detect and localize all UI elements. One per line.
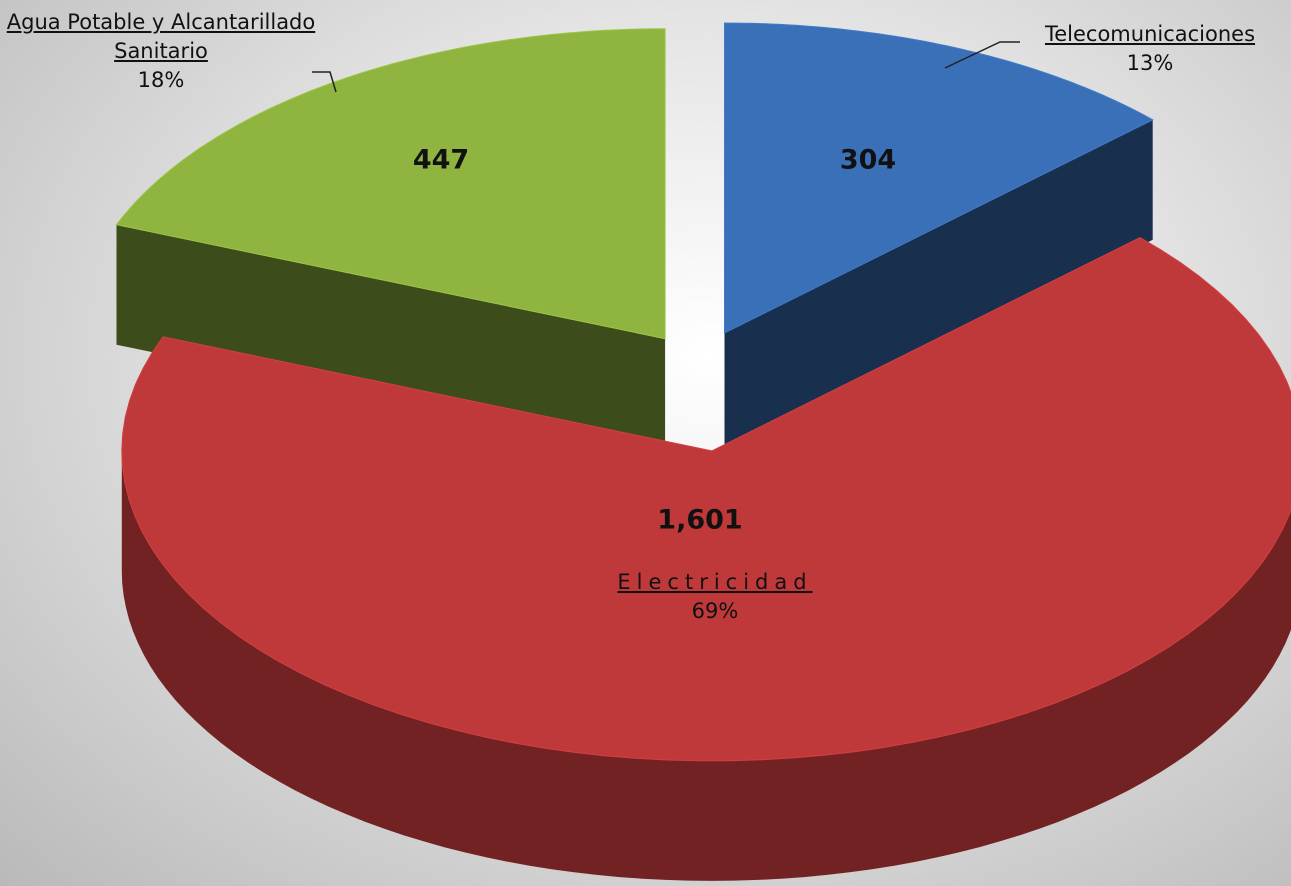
- value-label: 304: [839, 144, 897, 176]
- label-agua: Agua Potable y Alcantarillado Sanitario …: [0, 8, 322, 95]
- leader-line: [312, 71, 337, 93]
- label-electricidad: Electricidad 69%: [560, 568, 870, 626]
- slice: [724, 22, 1154, 334]
- category-label: Telecomunicaciones: [1044, 22, 1256, 46]
- category-label: Agua Potable y Alcantarillado Sanitario: [6, 10, 316, 63]
- slice-side: [121, 450, 1291, 881]
- slice-wall: [724, 119, 1153, 454]
- percent-label: 69%: [691, 599, 739, 623]
- slice: [121, 237, 1291, 762]
- value-label: 447: [412, 144, 470, 176]
- category-label: Electricidad: [617, 570, 813, 594]
- percent-label: 18%: [137, 68, 185, 92]
- label-telecom: Telecomunicaciones 13%: [1000, 20, 1291, 78]
- slice-wall: [116, 224, 666, 459]
- percent-label: 13%: [1126, 51, 1174, 75]
- slices: [115, 22, 1291, 881]
- leader-line: [944, 41, 1020, 69]
- value-label: 1,601: [657, 504, 743, 536]
